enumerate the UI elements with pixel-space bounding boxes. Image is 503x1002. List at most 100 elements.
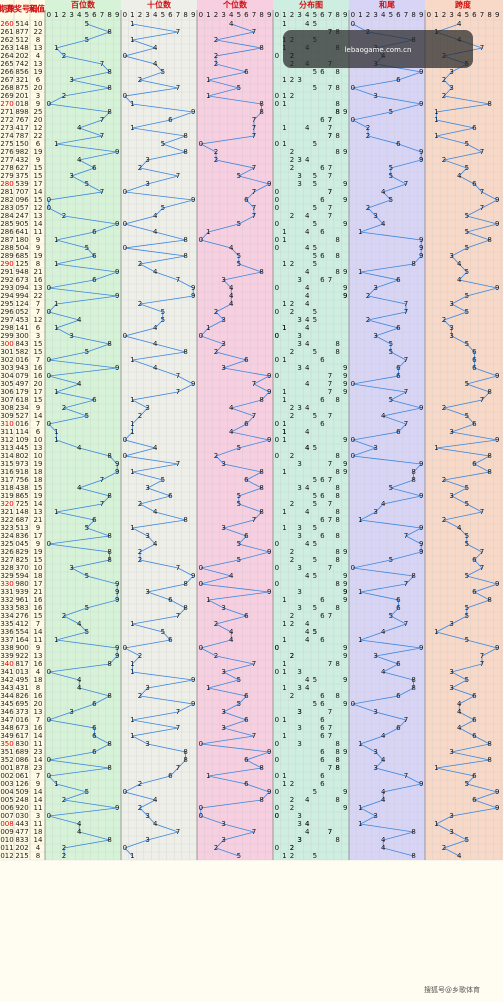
trend-digit: 6 [396, 692, 401, 700]
draw-number: 982 [15, 148, 28, 156]
distribution-digit: 6 [320, 164, 325, 172]
trend-digit: 9 [495, 804, 499, 812]
trend-digit: 8 [259, 268, 263, 276]
trend-digit: 6 [92, 748, 97, 756]
trend-digit: 6 [92, 228, 97, 236]
draw-number: 617 [15, 732, 28, 740]
draw-number: 707 [15, 188, 28, 196]
period: 329 [0, 572, 13, 580]
distribution-digit: 7 [328, 516, 332, 524]
draw-number: 939 [15, 588, 28, 596]
distribution-digit: 7 [328, 708, 332, 716]
trend-digit: 6 [472, 420, 477, 428]
draw-number: 164 [15, 636, 29, 644]
distribution-digit: 0 [275, 420, 279, 428]
period: 299 [0, 332, 13, 340]
distribution-digit: 5 [313, 700, 317, 708]
period: 308 [0, 404, 13, 412]
draw-number: 276 [15, 612, 29, 620]
period: 260 [0, 20, 13, 28]
trend-digit: 9 [419, 404, 423, 412]
trend-digit: 2 [62, 404, 66, 412]
distribution-digit: 4 [305, 428, 310, 436]
trend-digit: 3 [449, 668, 453, 676]
trend-digit: 8 [259, 396, 263, 404]
draw-number: 373 [15, 708, 28, 716]
left-bg [0, 0, 45, 860]
trend-digit: 7 [252, 516, 256, 524]
draw-number: 943 [15, 364, 28, 372]
trend-digit: 3 [69, 332, 73, 340]
distribution-digit: 0 [275, 580, 279, 588]
trend-digit: 1 [130, 732, 134, 740]
distribution-digit: 0 [275, 644, 279, 652]
trend-digit: 4 [77, 828, 82, 836]
digit-header: 9 [115, 11, 119, 19]
trend-digit: 9 [115, 468, 119, 476]
sum: 21 [34, 516, 43, 524]
trend-digit: 2 [366, 124, 370, 132]
trend-digit: 4 [77, 684, 82, 692]
period: 292 [0, 276, 13, 284]
trend-digit: 0 [123, 644, 127, 652]
distribution-digit: 3 [297, 156, 301, 164]
distribution-digit: 3 [297, 708, 301, 716]
trend-digit: 3 [145, 812, 149, 820]
distribution-digit: 3 [297, 684, 301, 692]
trend-digit: 0 [123, 844, 127, 852]
distribution-digit: 1 [282, 76, 286, 84]
sum: 9 [36, 540, 40, 548]
distribution-digit: 5 [313, 604, 317, 612]
draw-number: 513 [15, 524, 28, 532]
digit-header: 3 [221, 11, 225, 19]
trend-digit: 7 [100, 500, 104, 508]
trend-digit: 2 [138, 164, 142, 172]
trend-digit: 8 [411, 676, 415, 684]
distribution-digit: 8 [335, 756, 339, 764]
distribution-digit: 0 [275, 188, 279, 196]
trend-digit: 8 [411, 852, 415, 860]
digit-header: 4 [77, 11, 82, 19]
distribution-digit: 8 [335, 468, 339, 476]
trend-digit: 3 [449, 620, 453, 628]
distribution-digit: 7 [328, 764, 332, 772]
trend-digit: 3 [221, 364, 225, 372]
draw-number: 920 [15, 804, 28, 812]
trend-digit: 4 [153, 444, 158, 452]
distribution-digit: 4 [305, 444, 310, 452]
sum: 9 [36, 100, 40, 108]
distribution-digit: 8 [335, 100, 339, 108]
trend-digit: 5 [161, 628, 165, 636]
trend-digit: 2 [442, 476, 446, 484]
period: 320 [0, 500, 13, 508]
trend-digit: 8 [259, 508, 263, 516]
period: 333 [0, 604, 13, 612]
trend-digit: 6 [244, 612, 249, 620]
trend-digit: 2 [214, 156, 218, 164]
draw-number: 994 [15, 292, 29, 300]
trend-digit: 6 [472, 692, 477, 700]
distribution-digit: 8 [335, 340, 339, 348]
distribution-digit: 3 [297, 588, 301, 596]
distribution-digit: 6 [320, 692, 325, 700]
trend-digit: 8 [411, 828, 415, 836]
trend-digit: 1 [206, 92, 210, 100]
trend-digit: 3 [449, 332, 453, 340]
distribution-digit: 1 [282, 140, 286, 148]
trend-digit: 8 [487, 756, 491, 764]
draw-number: 767 [15, 116, 28, 124]
draw-number: 582 [15, 348, 28, 356]
trend-digit: 8 [183, 604, 187, 612]
sum: 9 [36, 236, 40, 244]
distribution-digit: 8 [335, 556, 339, 564]
trend-digit: 3 [449, 84, 453, 92]
trend-digit: 2 [62, 796, 66, 804]
distribution-digit: 4 [305, 628, 310, 636]
trend-digit: 8 [107, 68, 111, 76]
distribution-digit: 5 [313, 788, 317, 796]
trend-digit: 5 [389, 348, 393, 356]
distribution-digit: 1 [282, 524, 286, 532]
sum: 18 [34, 468, 43, 476]
digit-header: 1 [54, 11, 58, 19]
trend-digit: 0 [199, 236, 203, 244]
